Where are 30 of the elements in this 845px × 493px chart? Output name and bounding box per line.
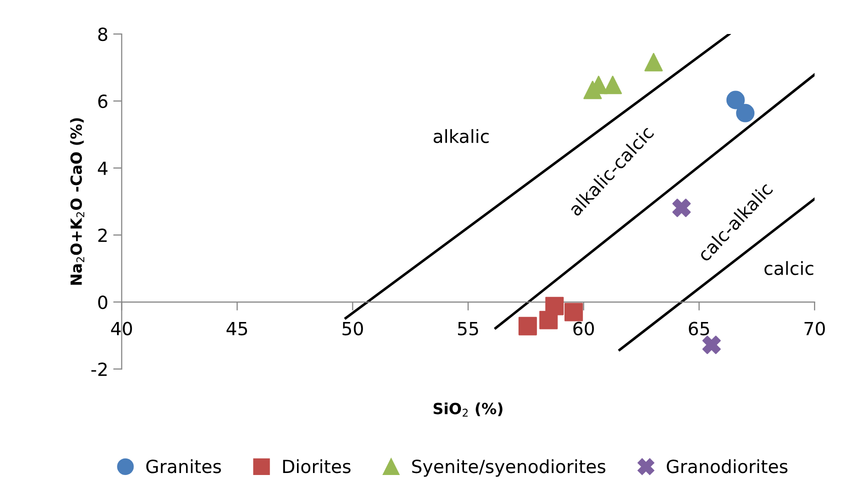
- y-tick-label: 0: [98, 295, 108, 310]
- point: [672, 198, 691, 218]
- legend-label: Diorites: [283, 459, 351, 474]
- legend-label: Syenite/syenodiorites: [412, 459, 606, 477]
- x-tick-label: 40: [111, 322, 132, 336]
- x-tick-label: 70: [804, 322, 825, 336]
- y-axis-title: Na$_{2}$O+K$_{2}$O -CaO (%): [70, 118, 84, 285]
- y-tick-label: -2: [91, 362, 107, 376]
- y-tick-label: 2: [98, 228, 107, 242]
- annotation: calcic: [764, 261, 814, 276]
- x-tick-label: 55: [458, 322, 478, 336]
- legend-label: Granodiorites: [666, 459, 788, 474]
- point: [518, 316, 537, 336]
- annotation: alkalic: [434, 129, 489, 144]
- point: [545, 296, 564, 316]
- point: [644, 52, 663, 72]
- x-tick-label: 50: [342, 322, 363, 336]
- point: [726, 90, 745, 110]
- x-axis-title: SiO$_{2}$ (%): [434, 402, 502, 417]
- point: [736, 104, 754, 122]
- x-tick-label: 65: [688, 322, 710, 336]
- legend-label: Granites: [146, 459, 221, 474]
- y-tick-label: 4: [98, 162, 108, 175]
- x-tick-label: 60: [573, 322, 594, 336]
- y-tick-label: 8: [98, 27, 108, 42]
- x-tick-label: 45: [226, 322, 248, 336]
- point: [604, 76, 622, 94]
- point: [702, 336, 721, 354]
- y-tick-label: 6: [98, 94, 108, 108]
- point: [564, 302, 583, 322]
